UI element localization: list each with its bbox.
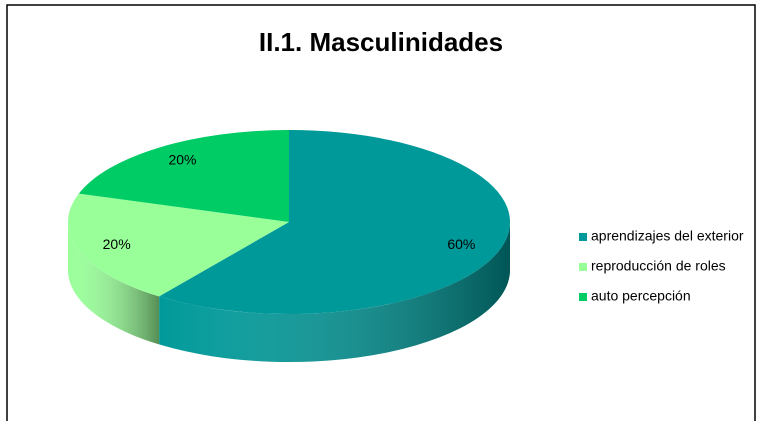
legend-label: auto percepción [591,288,691,304]
pie: 60% 20% 20% [67,130,510,362]
slice-side-shade [67,222,160,345]
data-label: 20% [168,152,196,168]
legend-swatch [579,293,587,301]
legend: aprendizajes del exterior reproducción de… [579,228,744,304]
chart-title: II.1. Masculinidades [259,27,503,57]
slice [67,193,289,297]
slice-side-shade [159,222,510,362]
legend-label: aprendizajes del exterior [591,228,744,244]
data-label: 60% [447,236,475,252]
legend-label: reproducción de roles [591,258,726,274]
slice [159,130,510,314]
data-label: 20% [103,236,131,252]
legend-swatch [579,233,587,241]
legend-swatch [579,263,587,271]
slice [78,130,289,222]
